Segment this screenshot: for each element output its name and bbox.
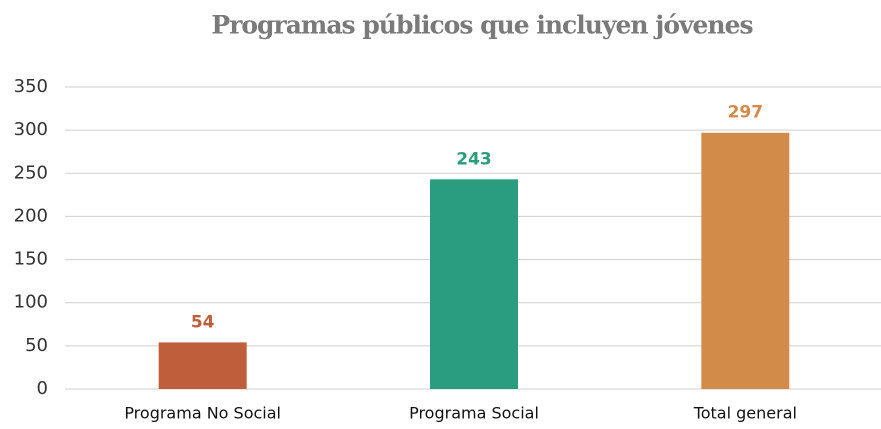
y-tick-label: 100 <box>14 292 48 313</box>
x-tick-label: Programa Social <box>409 404 539 423</box>
y-tick-label: 0 <box>37 378 48 399</box>
y-tick-label: 350 <box>14 76 48 97</box>
y-tick-label: 250 <box>14 162 48 183</box>
x-tick-label: Total general <box>693 404 797 423</box>
y-tick-label: 150 <box>14 249 48 270</box>
data-label: 297 <box>728 103 764 123</box>
bar <box>158 342 247 389</box>
data-label: 243 <box>456 149 492 169</box>
x-tick-label: Programa No Social <box>124 404 281 423</box>
y-tick-label: 200 <box>14 205 48 226</box>
y-tick-label: 300 <box>14 119 48 140</box>
bar <box>430 179 518 389</box>
data-label: 54 <box>191 312 215 332</box>
y-tick-label: 50 <box>25 335 48 356</box>
chart-title: Programas públicos que incluyen jóvenes <box>211 11 753 40</box>
bar <box>701 132 790 389</box>
